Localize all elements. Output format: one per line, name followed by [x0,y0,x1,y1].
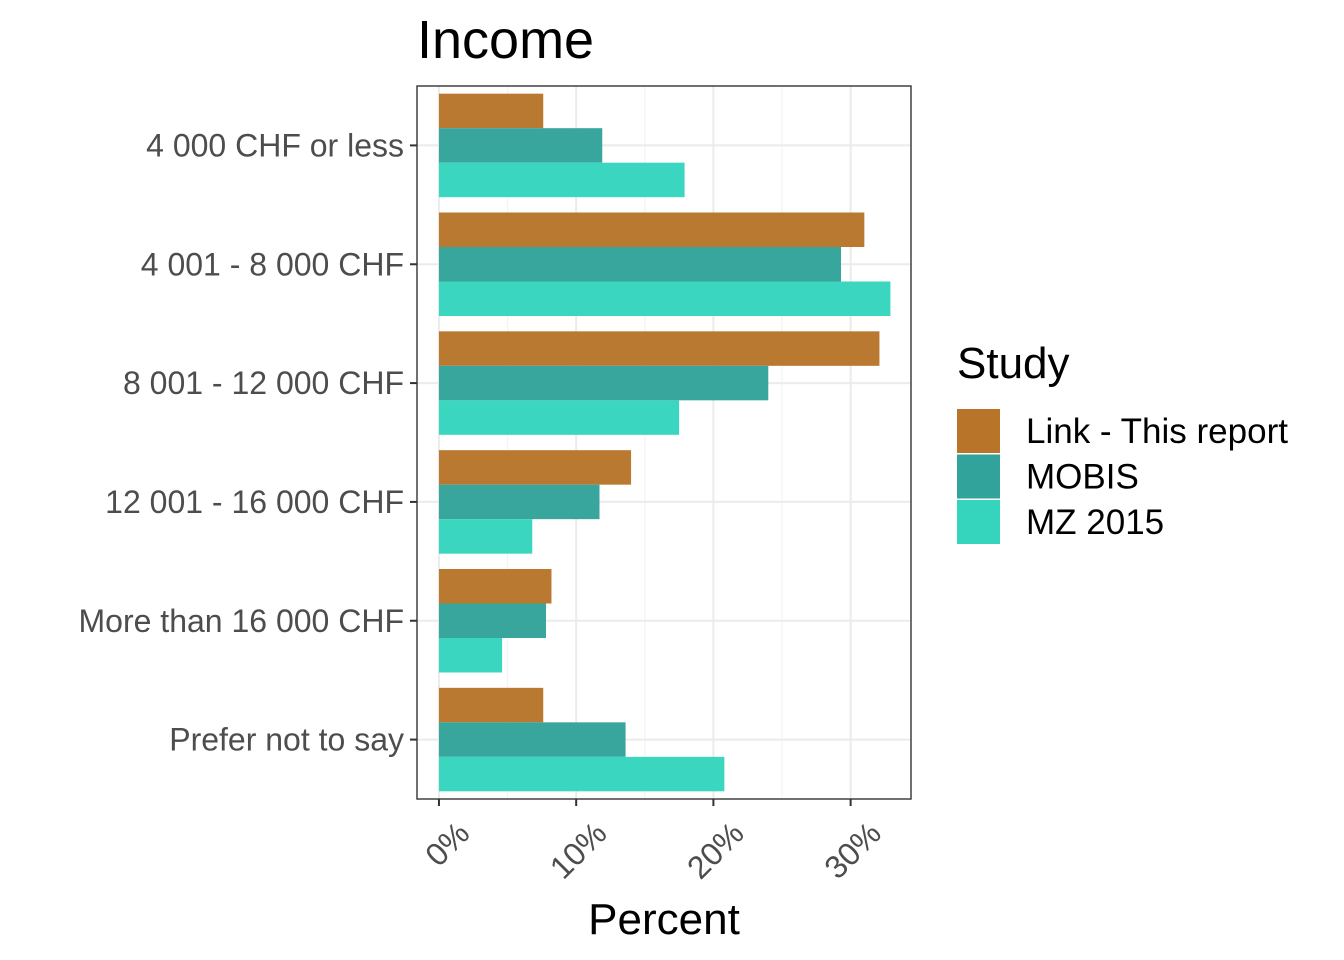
bar-link-this-report-4-000-chf-or-less: Link - This report – 4 000 CHF or less: … [438,93,544,129]
x-tick-label: 0% [418,815,476,873]
x-axis-title: Percent [588,895,740,944]
bar-link-this-report-8-001-12-000-chf: Link - This report – 8 001 - 12 000 CHF:… [438,331,880,366]
plot-panel-border [416,85,912,800]
bar-mz-2015-8-001-12-000-chf: MZ 2015 – 8 001 - 12 000 CHF: 17.5% [438,400,680,435]
bar-mobis-prefer-not-to-say: MOBIS – Prefer not to say: 13.6% [438,722,626,757]
legend-key-mz-2015 [957,500,1000,544]
legend-title: Study [957,339,1070,388]
y-tick-label: More than 16 000 CHF [79,603,405,639]
y-tick-label: 12 001 - 16 000 CHF [105,484,404,520]
y-axis: 4 000 CHF or less 4 001 - 8 000 CHF 8 001 … [79,127,417,758]
bars: Link - This report – 4 000 CHF or less: … [438,93,891,792]
legend-label-link-this-report: Link - This report [1026,412,1288,451]
bar-mobis-8-001-12-000-chf: MOBIS – 8 001 - 12 000 CHF: 24% [438,365,769,401]
bar-link-this-report-12-001-16-000-chf: Link - This report – 12 001 - 16 000 CHF… [438,450,632,485]
bar-mobis-4-001-8-000-chf: MOBIS – 4 001 - 8 000 CHF: 29.3% [438,247,842,282]
bar-link-this-report-more-than-16-000-chf: Link - This report – More than 16 000 CH… [438,569,552,604]
y-tick-label: Prefer not to say [169,722,404,758]
legend: Study Link - This report MOBIS MZ 2015 [957,339,1288,544]
legend-key-link-this-report [957,409,1000,453]
bar-mobis-4-000-chf-or-less: MOBIS – 4 000 CHF or less: 11.9% [438,128,603,163]
legend-label-mz-2015: MZ 2015 [1026,503,1164,542]
bar-link-this-report-4-001-8-000-chf: Link - This report – 4 001 - 8 000 CHF: … [438,212,865,247]
legend-label-mobis: MOBIS [1026,458,1139,497]
y-tick-label: 4 000 CHF or less [146,127,404,163]
bar-mz-2015-4-001-8-000-chf: MZ 2015 – 4 001 - 8 000 CHF: 32.9% [438,281,891,316]
x-tick-label: 10% [543,815,614,886]
chart-title: Income [417,10,594,70]
y-tick-label: 8 001 - 12 000 CHF [123,365,404,401]
x-tick-label: 20% [680,815,751,886]
bar-mz-2015-12-001-16-000-chf: MZ 2015 – 12 001 - 16 000 CHF: 6.8% [438,519,533,554]
bar-mobis-12-001-16-000-chf: MOBIS – 12 001 - 16 000 CHF: 11.7% [438,484,600,520]
bar-mz-2015-4-000-chf-or-less: MZ 2015 – 4 000 CHF or less: 17.9% [438,162,685,198]
x-tick-label: 30% [817,815,888,886]
y-tick-label: 4 001 - 8 000 CHF [141,246,404,282]
x-axis: 0% 10% 20% 30% [418,799,888,886]
bar-mobis-more-than-16-000-chf: MOBIS – More than 16 000 CHF: 7.8% [438,603,546,638]
bar-mz-2015-prefer-not-to-say: MZ 2015 – Prefer not to say: 20.8% [438,756,725,792]
bar-mz-2015-more-than-16-000-chf: MZ 2015 – More than 16 000 CHF: 4.6% [438,638,503,673]
legend-key-mobis [957,454,1000,499]
bar-link-this-report-prefer-not-to-say: Link - This report – Prefer not to say: … [438,687,544,723]
